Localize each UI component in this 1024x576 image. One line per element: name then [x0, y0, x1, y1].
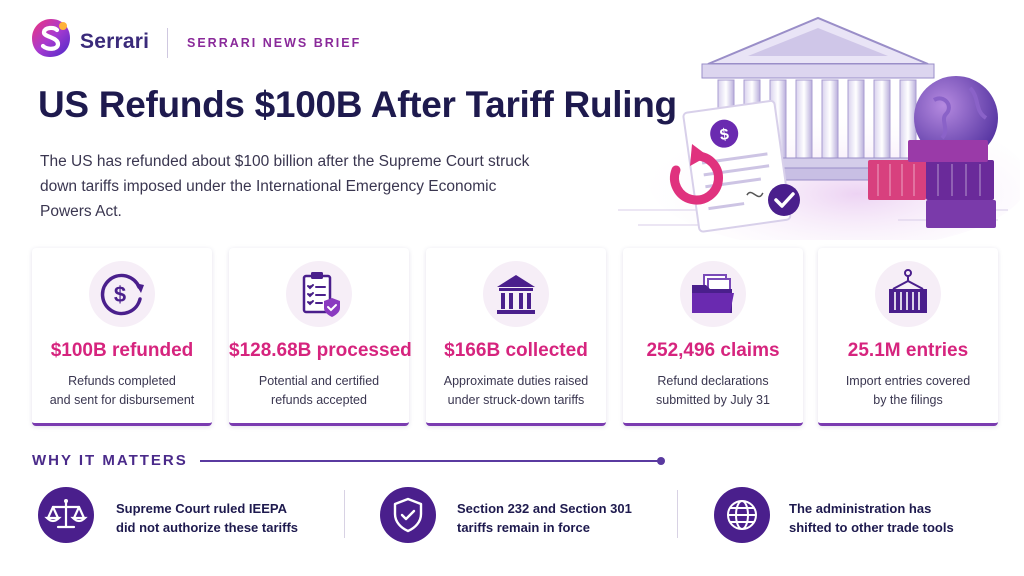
page-subtitle: The US has refunded about $100 billion a… — [40, 153, 530, 220]
stat-card-collected: $166B collected Approximate duties raise… — [426, 248, 606, 426]
stat-value: $128.68B processed — [229, 340, 412, 361]
stat-value: $100B refunded — [50, 340, 194, 361]
stat-description: Refund declarations submitted by July 31 — [631, 372, 795, 410]
svg-text:$: $ — [114, 282, 126, 307]
stat-card-claims: 252,496 claims Refund declarations submi… — [623, 248, 803, 426]
point-line: Section 232 and Section 301 — [457, 501, 632, 516]
stat-desc-line: Import entries covered — [845, 374, 971, 388]
hero-illustration: $ — [618, 16, 1020, 240]
stat-description: Import entries covered by the filings — [826, 372, 990, 410]
stat-desc-line: under struck-down tariffs — [447, 393, 585, 407]
stat-value: $166B collected — [444, 340, 588, 361]
point-divider — [677, 490, 678, 538]
dollar-refund-icon: $ — [89, 261, 155, 327]
point-text: Supreme Court ruled IEEPA did not author… — [116, 499, 298, 537]
stat-value: 252,496 claims — [646, 340, 780, 361]
stat-desc-line: refunds accepted — [271, 393, 367, 407]
shipping-container-icon — [875, 261, 941, 327]
stat-desc-line: and sent for disbursement — [49, 393, 195, 407]
point-text: The administration has shifted to other … — [789, 499, 954, 537]
globe-icon — [714, 487, 770, 543]
stat-desc-line: submitted by July 31 — [656, 393, 770, 407]
stat-description: Potential and certified refunds accepted — [237, 372, 401, 410]
stat-desc-line: by the filings — [873, 393, 943, 407]
scales-icon — [38, 487, 94, 543]
serrari-logo-icon — [32, 19, 70, 57]
stat-description: Approximate duties raised under struck-d… — [434, 372, 598, 410]
point-text: Section 232 and Section 301 tariffs rema… — [457, 499, 632, 537]
stat-card-entries: 25.1M entries Import entries covered by … — [818, 248, 998, 426]
shield-check-icon — [380, 487, 436, 543]
folder-documents-icon — [680, 261, 746, 327]
point-line: shifted to other trade tools — [789, 520, 954, 535]
brand-name: Serrari — [80, 30, 150, 53]
stat-card-refunded: $ $100B refunded Refunds completed and s… — [32, 248, 212, 426]
section-label: SERRARI NEWS BRIEF — [187, 36, 362, 50]
stat-desc-line: Refunds completed — [68, 374, 176, 388]
stat-card-processed: $128.68B processed Potential and certifi… — [229, 248, 412, 426]
page-title: US Refunds $100B After Tariff Ruling — [38, 84, 677, 125]
stat-desc-line: Refund declarations — [657, 374, 769, 388]
heading-rule — [200, 460, 660, 462]
stat-desc-line: Potential and certified — [258, 374, 380, 388]
point-line: The administration has — [789, 501, 932, 516]
svg-text:$: $ — [719, 126, 730, 144]
point-line: tariffs remain in force — [457, 520, 590, 535]
point-line: Supreme Court ruled IEEPA — [116, 501, 287, 516]
stat-description: Refunds completed and sent for disbursem… — [40, 372, 204, 410]
why-it-matters-heading: WHY IT MATTERS — [32, 452, 188, 469]
header-divider — [167, 28, 168, 58]
point-line: did not authorize these tariffs — [116, 520, 299, 535]
point-divider — [344, 490, 345, 538]
stat-value: 25.1M entries — [847, 340, 969, 361]
clipboard-check-icon — [286, 261, 352, 327]
government-building-icon — [483, 261, 549, 327]
stat-desc-line: Approximate duties raised — [443, 374, 589, 388]
heading-rule-dot — [657, 457, 665, 465]
